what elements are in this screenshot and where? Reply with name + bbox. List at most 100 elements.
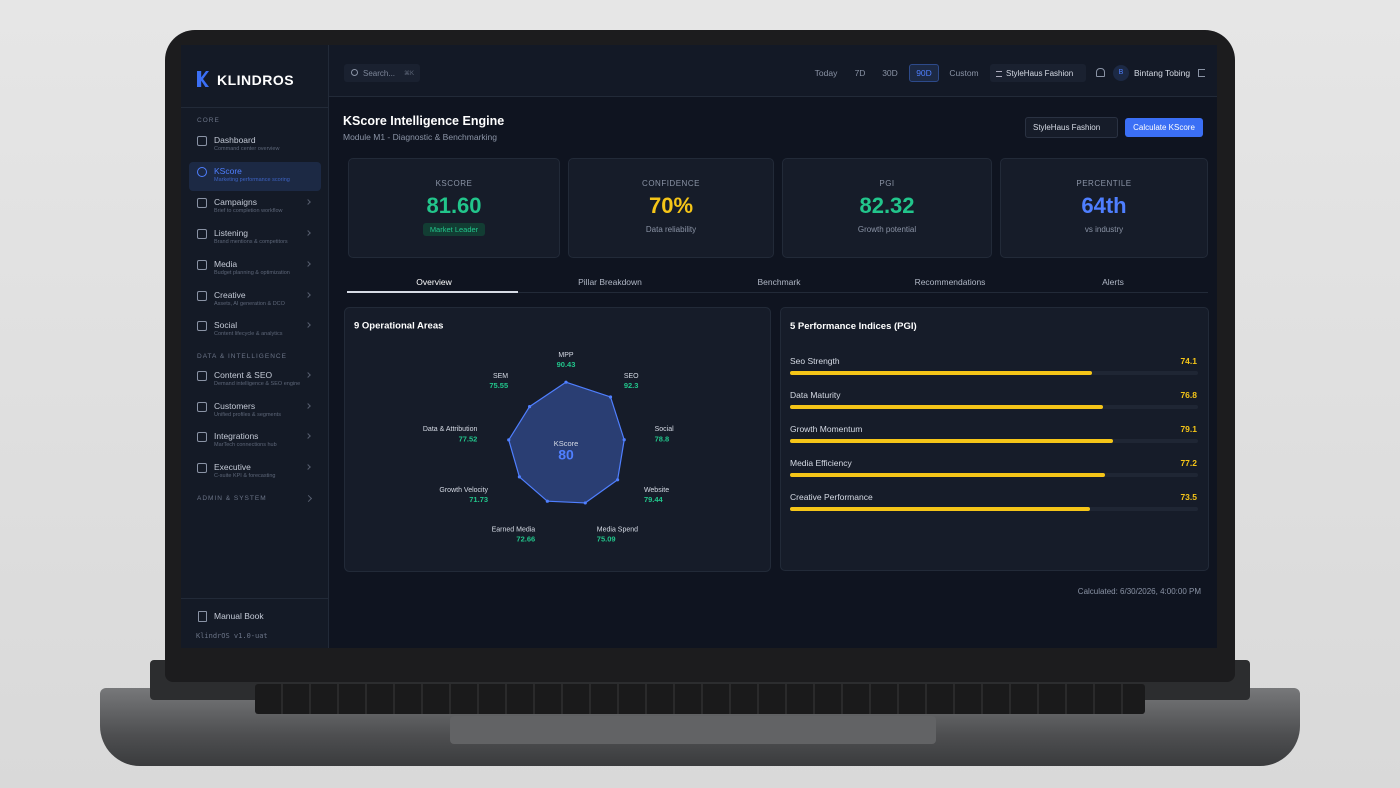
radar-point (564, 380, 568, 384)
nav-icon (197, 321, 207, 331)
book-icon (198, 611, 207, 622)
nav-desc: Brand mentions & competitors (214, 239, 288, 245)
kpi-label: PERCENTILE (1076, 179, 1132, 188)
nav-label: Integrations (214, 431, 259, 441)
active-item (189, 162, 321, 191)
page-title: KScore Intelligence Engine (343, 114, 505, 128)
nav-desc: C-suite KPI & forecasting (214, 473, 276, 479)
kpi-note: Data reliability (645, 225, 697, 234)
nav-icon (197, 136, 207, 146)
range-button[interactable]: 7D (854, 68, 866, 78)
keyboard (255, 684, 1145, 714)
radar-point (507, 438, 511, 442)
brand-name: StyleHaus Fashion (1006, 69, 1074, 78)
kpi-card (568, 158, 774, 258)
section-title: CORE (197, 117, 220, 124)
pgi-bar (790, 405, 1104, 409)
nav-label: Campaigns (214, 197, 257, 207)
nav-icon (197, 260, 207, 270)
radar-value: 79.44 (644, 495, 664, 504)
divider (181, 107, 328, 108)
brand-box (990, 64, 1086, 82)
shortcut: ⌘K (404, 71, 415, 77)
nav-desc: MarTech connections hub (214, 442, 277, 448)
pgi-label: Seo Strength (790, 356, 840, 366)
radar-point (517, 475, 522, 479)
nav-desc: Marketing performance scoring (214, 177, 290, 183)
radar-area (508, 381, 625, 504)
tab[interactable]: Benchmark (757, 277, 801, 287)
radar-axis-label: SEO (624, 373, 639, 380)
nav-icon (197, 402, 207, 412)
nav-label: KScore (214, 166, 242, 176)
range-button[interactable]: 90D (916, 68, 932, 78)
radar-point (583, 501, 587, 505)
range-button[interactable]: 30D (882, 68, 898, 78)
tab[interactable]: Recommendations (914, 277, 986, 287)
kpi-card (782, 158, 992, 258)
nav-label: Dashboard (214, 135, 256, 145)
manual-link: Manual Book (214, 611, 264, 621)
nav-desc: Content lifecycle & analytics (214, 331, 283, 337)
user-name: Bintang Tobing (1134, 68, 1191, 78)
tab[interactable]: Alerts (1102, 277, 1124, 287)
tab-bar-line (347, 292, 1208, 293)
brand-icon (996, 71, 1002, 77)
nav-desc: Command center overview (214, 146, 280, 152)
pgi-label: Creative Performance (790, 492, 873, 502)
kpi-value: 70% (648, 193, 694, 218)
radar-center-value: 80 (558, 447, 574, 463)
pgi-label: Data Maturity (790, 390, 841, 400)
pgi-value: 77.2 (1180, 458, 1197, 468)
pgi-bar (790, 473, 1105, 477)
trackpad (450, 716, 936, 744)
range-button[interactable]: Custom (949, 68, 979, 78)
nav-desc: Assets, AI generation & DCO (214, 301, 285, 307)
bell (1096, 68, 1105, 77)
kpi-label: CONFIDENCE (642, 179, 700, 188)
range-button[interactable]: Today (814, 68, 838, 78)
tab[interactable]: Pillar Breakdown (578, 277, 642, 287)
nav-icon (197, 432, 207, 442)
logo: KLINDROS (217, 72, 295, 88)
section-title: DATA & INTELLIGENCE (197, 353, 287, 360)
nav-label: Content & SEO (214, 370, 273, 380)
radar-axis-label: Earned Media (492, 526, 536, 533)
kpi-note: Growth potential (857, 225, 917, 234)
tab[interactable]: Overview (416, 277, 452, 287)
radar-axis-label: Media Spend (597, 526, 638, 533)
nav-icon (197, 291, 207, 301)
kpi-label: KSCORE (435, 179, 473, 188)
kpi-value: 64th (1081, 193, 1127, 218)
kpi-value: 81.60 (426, 193, 482, 218)
pgi-bar (790, 507, 1090, 511)
nav-label: Media (214, 259, 238, 269)
kpi-label: PGI (879, 179, 895, 188)
avatar-initial: B (1118, 69, 1124, 76)
select-text: StyleHaus Fashion (1033, 123, 1101, 132)
panel (344, 307, 771, 572)
nav-label: Social (214, 320, 238, 330)
kpi-card (348, 158, 560, 258)
pgi-title: 5 Performance Indices (PGI) (790, 321, 917, 332)
calc-button[interactable] (1125, 118, 1203, 137)
radar-value: 92.3 (624, 381, 639, 390)
pgi-value: 76.8 (1180, 390, 1197, 400)
avatar (1113, 65, 1129, 81)
nav-desc: Brief to completion workflow (214, 208, 283, 214)
kpi-card (1000, 158, 1208, 258)
nav-desc: Unified profiles & segments (214, 412, 281, 418)
radar-point (622, 438, 626, 442)
page-subtitle: Module M1 - Diagnostic & Benchmarking (343, 132, 498, 142)
footer-note: Calculated: 6/30/2026, 4:00:00 PM (1077, 587, 1201, 596)
pgi-label: Growth Momentum (790, 424, 863, 434)
nav-label: Creative (214, 290, 246, 300)
kpi-badge: Market Leader (423, 223, 485, 236)
tab-underline (347, 291, 518, 293)
pgi-bar (790, 439, 1113, 443)
pgi-value: 73.5 (1180, 492, 1197, 502)
radar-value: 72.66 (516, 535, 535, 544)
nav-label: Executive (214, 462, 251, 472)
pgi-value: 79.1 (1180, 424, 1197, 434)
